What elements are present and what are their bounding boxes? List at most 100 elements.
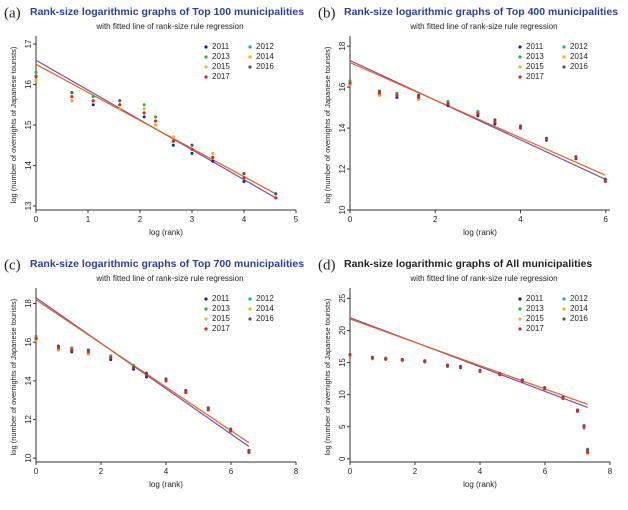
x-tick-label: 4 (242, 215, 247, 224)
legend-label: 2015 (212, 314, 230, 323)
point (348, 353, 352, 357)
y-tick-label: 18 (338, 41, 347, 50)
point (171, 143, 175, 147)
y-tick-label: 0 (338, 456, 347, 461)
point (211, 155, 215, 159)
x-tick-label: 3 (190, 215, 195, 224)
legend-marker (518, 55, 522, 59)
point (543, 386, 547, 390)
legend-label: 2017 (526, 72, 544, 81)
point (91, 95, 95, 99)
legend-marker (562, 307, 566, 311)
legend-label: 2017 (212, 324, 230, 333)
point (171, 139, 175, 143)
chart-subtitle: with fitted line of rank-size rule regre… (95, 22, 243, 31)
x-tick-label: 4 (478, 467, 483, 476)
point (370, 356, 374, 360)
y-tick-label: 14 (24, 376, 33, 385)
legend-label: 2013 (526, 52, 544, 61)
point (274, 196, 278, 200)
x-tick-label: 0 (348, 467, 353, 476)
y-axis-label: log (number of overnights of Japanese to… (323, 46, 332, 203)
legend-label: 2015 (526, 314, 544, 323)
point (603, 179, 607, 183)
chart-subtitle: with fitted line of rank-size rule regre… (409, 22, 557, 31)
legend-label: 2015 (212, 62, 230, 71)
x-tick-label: 2 (138, 215, 143, 224)
legend-label: 2016 (570, 62, 588, 71)
x-tick-label: 6 (604, 215, 609, 224)
legend-label: 2012 (256, 294, 274, 303)
point (544, 138, 548, 142)
point (574, 157, 578, 161)
panel-label: (d) (318, 257, 336, 273)
y-axis-label: log (number of overnights of Japanese to… (9, 46, 18, 203)
point (190, 147, 194, 151)
point (242, 180, 246, 184)
point (118, 107, 122, 111)
y-tick-label: 12 (24, 415, 33, 424)
legend-label: 2014 (256, 304, 274, 313)
y-tick-label: 15 (338, 358, 347, 367)
y-tick-label: 25 (338, 293, 347, 302)
point (70, 348, 74, 352)
x-tick-label: 4 (164, 467, 169, 476)
point (229, 429, 233, 433)
point (348, 81, 352, 85)
point (400, 358, 404, 362)
legend-marker (204, 75, 208, 79)
point (70, 99, 74, 103)
point (132, 365, 135, 369)
y-tick-label: 15 (24, 120, 33, 129)
legend-marker (204, 65, 208, 69)
fit-line (35, 297, 250, 448)
chart-subtitle: with fitted line of rank-size rule regre… (95, 274, 243, 283)
point (395, 93, 399, 97)
y-tick-label: 10 (338, 205, 347, 214)
legend-label: 2017 (212, 72, 230, 81)
point (242, 176, 246, 180)
legend-label: 2017 (526, 324, 544, 333)
point (206, 408, 210, 412)
point (118, 99, 122, 103)
y-tick-label: 10 (24, 453, 33, 462)
legend-marker (518, 307, 522, 311)
fit-line (35, 63, 277, 195)
y-tick-label: 12 (338, 164, 347, 173)
point (171, 135, 175, 139)
legend-marker (562, 65, 566, 69)
legend-label: 2013 (526, 304, 544, 313)
legend-marker (204, 317, 208, 321)
fit-line (349, 59, 606, 180)
point (91, 99, 95, 103)
x-axis-label: log (rank) (149, 228, 183, 237)
panel-label: (a) (4, 5, 21, 21)
legend-marker (204, 297, 208, 301)
point (154, 123, 158, 127)
x-axis-label: log (rank) (463, 228, 497, 237)
chart-panel: (b) Rank-size logarithmic graphs of Top 4… (318, 5, 618, 237)
fit-line (349, 61, 606, 176)
point (86, 350, 90, 354)
legend-label: 2014 (256, 52, 274, 61)
point (561, 396, 565, 400)
point (478, 369, 482, 373)
point (190, 151, 194, 155)
legend-marker (204, 327, 208, 331)
legend-label: 2015 (526, 62, 544, 71)
x-axis-label: log (rank) (149, 480, 183, 489)
x-tick-label: 0 (348, 215, 353, 224)
point (493, 120, 497, 124)
chart-panel: (d) Rank-size logarithmic graphs of All m… (318, 257, 613, 489)
legend-label: 2011 (212, 294, 230, 303)
x-tick-label: 8 (608, 467, 613, 476)
point (34, 78, 38, 82)
panel-label: (b) (318, 5, 336, 21)
legend-marker (562, 55, 566, 59)
legend-marker (248, 297, 252, 301)
legend-label: 2013 (212, 304, 230, 313)
y-tick-label: 13 (24, 201, 33, 210)
point (586, 450, 590, 454)
